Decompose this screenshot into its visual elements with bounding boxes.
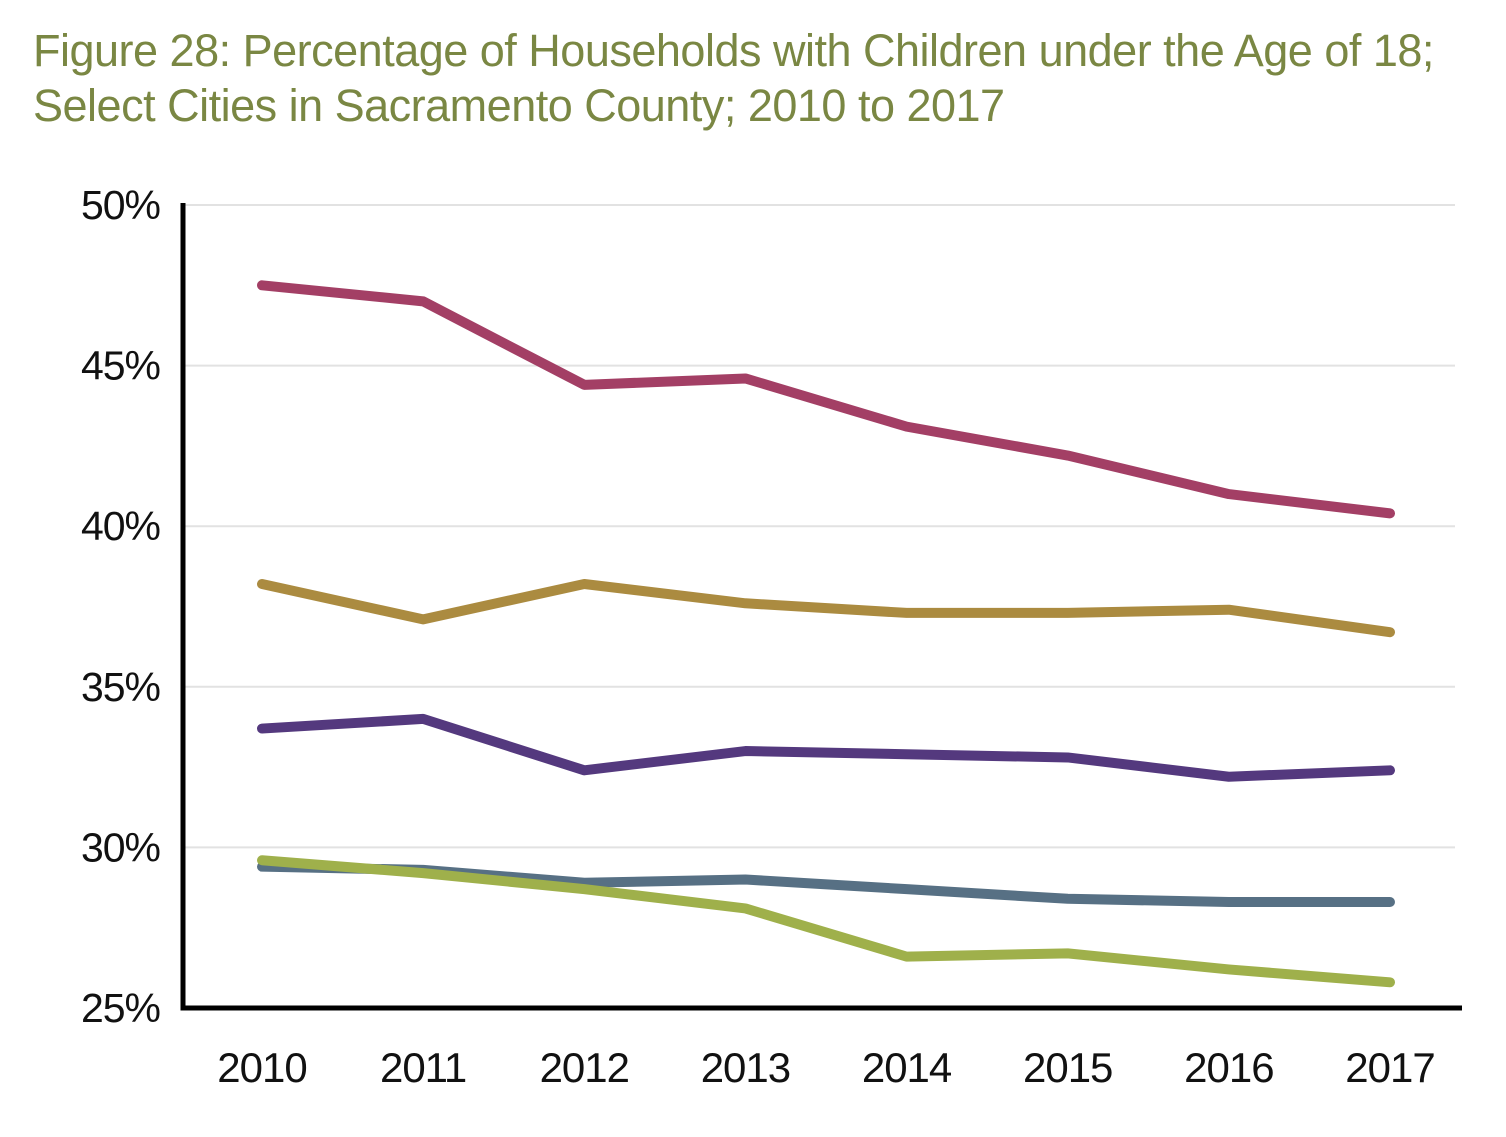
x-tick-label-2015: 2015 [1023,1044,1112,1091]
x-tick-label-2013: 2013 [701,1044,790,1091]
series-green-line [257,855,1395,988]
x-tick-label-2014: 2014 [862,1044,952,1091]
series-gold-line [257,579,1395,638]
y-tick-label-35: 35% [81,664,160,710]
series-maroon-line [257,280,1395,519]
series-purple-line [257,713,1395,782]
x-tick-label-2017: 2017 [1345,1044,1434,1091]
x-tick-label-2010: 2010 [217,1044,306,1091]
y-tick-label-30: 30% [81,824,160,870]
figure-title-line-1: Figure 28: Percentage of Households with… [33,25,1434,76]
x-tick-label-2011: 2011 [380,1044,466,1091]
x-tick-label-2012: 2012 [540,1044,629,1091]
figure-title-line-2: Select Cities in Sacramento County; 2010… [33,79,1005,131]
y-tick-label-40: 40% [81,503,160,549]
y-tick-label-45: 45% [81,343,160,389]
y-tick-label-25: 25% [81,985,160,1031]
x-tick-label-2016: 2016 [1184,1044,1273,1091]
y-tick-label-50: 50% [81,182,160,228]
figure-title: Figure 28: Percentage of Households with… [33,24,1493,134]
